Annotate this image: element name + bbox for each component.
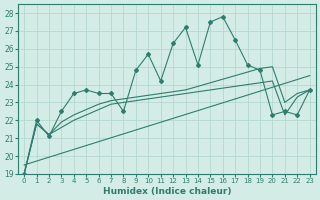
X-axis label: Humidex (Indice chaleur): Humidex (Indice chaleur) bbox=[103, 187, 231, 196]
